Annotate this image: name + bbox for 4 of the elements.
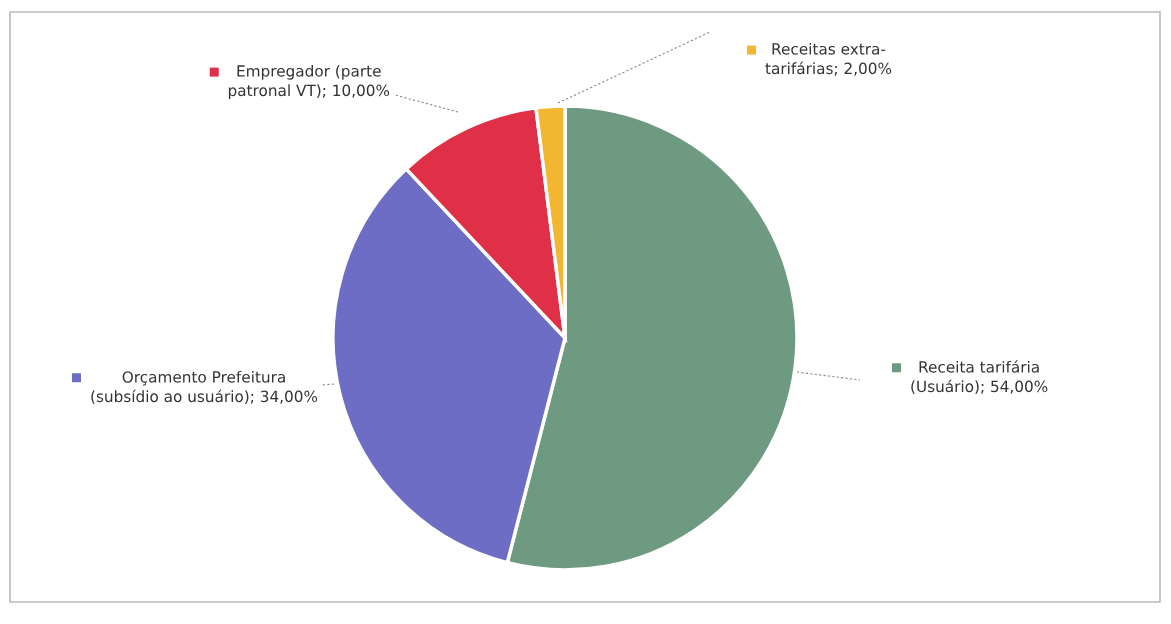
slice-label: Orçamento Prefeitura (subsídio ao usuário); 34,00% — [91, 370, 318, 404]
legend-label: Empregador (parte patronal VT); 10,00% — [228, 64, 390, 100]
legend-label: Receita tarifária (Usuário); 54,00% — [911, 360, 1048, 394]
legend-label: Receitas extra- tarifárias; 2,00% — [765, 42, 892, 76]
